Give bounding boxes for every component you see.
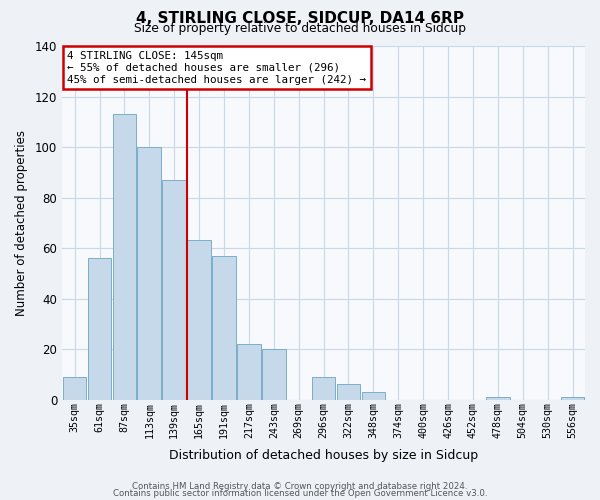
Bar <box>362 392 385 400</box>
Bar <box>88 258 112 400</box>
Text: Contains public sector information licensed under the Open Government Licence v3: Contains public sector information licen… <box>113 488 487 498</box>
Bar <box>561 397 584 400</box>
Bar <box>63 377 86 400</box>
Bar <box>163 180 186 400</box>
Bar <box>312 377 335 400</box>
Text: Size of property relative to detached houses in Sidcup: Size of property relative to detached ho… <box>134 22 466 35</box>
Text: 4, STIRLING CLOSE, SIDCUP, DA14 6RP: 4, STIRLING CLOSE, SIDCUP, DA14 6RP <box>136 11 464 26</box>
Bar <box>113 114 136 400</box>
Text: 4 STIRLING CLOSE: 145sqm
← 55% of detached houses are smaller (296)
45% of semi-: 4 STIRLING CLOSE: 145sqm ← 55% of detach… <box>67 52 367 84</box>
Bar <box>337 384 361 400</box>
Y-axis label: Number of detached properties: Number of detached properties <box>15 130 28 316</box>
X-axis label: Distribution of detached houses by size in Sidcup: Distribution of detached houses by size … <box>169 450 478 462</box>
Bar <box>212 256 236 400</box>
Bar <box>262 349 286 400</box>
Bar <box>237 344 261 400</box>
Text: Contains HM Land Registry data © Crown copyright and database right 2024.: Contains HM Land Registry data © Crown c… <box>132 482 468 491</box>
Bar <box>137 147 161 400</box>
Bar <box>187 240 211 400</box>
Bar <box>486 397 509 400</box>
